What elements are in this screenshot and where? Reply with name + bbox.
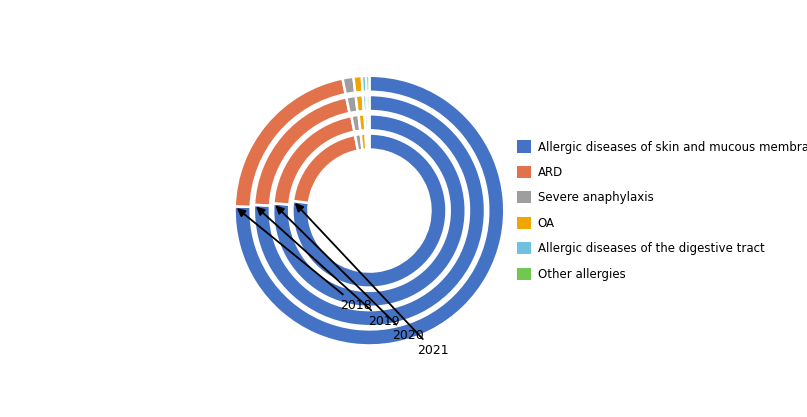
Wedge shape — [235, 76, 504, 345]
Wedge shape — [368, 133, 370, 150]
Wedge shape — [366, 95, 370, 111]
Wedge shape — [273, 114, 466, 307]
Wedge shape — [366, 76, 370, 92]
Wedge shape — [361, 133, 366, 150]
Wedge shape — [362, 76, 366, 92]
Legend: Allergic diseases of skin and mucous membranes, ARD, Severe anaphylaxis, OA, All: Allergic diseases of skin and mucous mem… — [516, 141, 807, 281]
Wedge shape — [293, 135, 358, 203]
Wedge shape — [356, 95, 364, 112]
Wedge shape — [355, 134, 362, 151]
Wedge shape — [292, 133, 446, 288]
Text: 2020: 2020 — [277, 207, 424, 342]
Wedge shape — [351, 115, 361, 132]
Text: 2018: 2018 — [238, 209, 372, 312]
Text: 2021: 2021 — [296, 204, 449, 357]
Wedge shape — [363, 95, 367, 111]
Wedge shape — [346, 96, 358, 113]
Text: 2019: 2019 — [257, 208, 399, 328]
Wedge shape — [254, 97, 349, 206]
Wedge shape — [235, 78, 345, 207]
Wedge shape — [342, 77, 355, 94]
Wedge shape — [365, 114, 368, 131]
Wedge shape — [274, 116, 354, 204]
Wedge shape — [353, 76, 362, 93]
Wedge shape — [254, 95, 485, 326]
Wedge shape — [366, 133, 368, 150]
Wedge shape — [358, 114, 366, 131]
Wedge shape — [368, 114, 370, 131]
